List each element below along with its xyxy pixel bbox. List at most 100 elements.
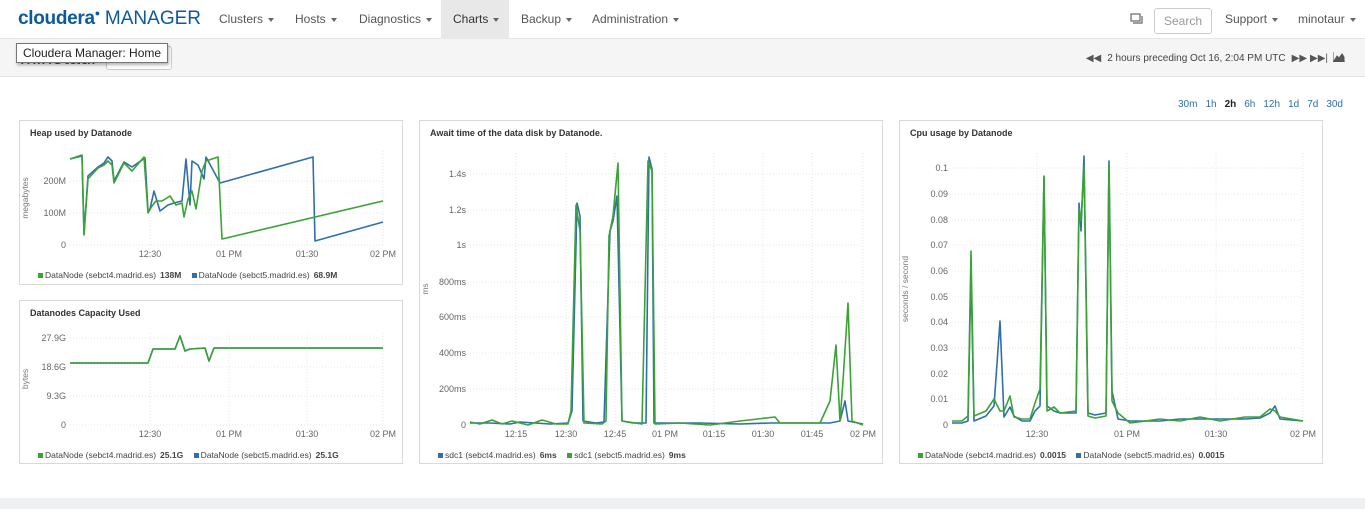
capacity-chart-title: Datanodes Capacity Used [30,308,141,318]
time-range-label[interactable]: 2 hours preceding Oct 16, 2:04 PM UTC [1107,53,1286,64]
await-chart: 1.4s 1.2s 1s 800ms 600ms 400ms 200ms 0 12:15 12:3… [420,153,876,439]
x-tick-label: 01:45 [801,429,824,439]
legend-value: 0.0015 [1040,450,1067,460]
chevron-down-icon [566,17,573,22]
legend-value: 0.0015 [1198,450,1225,460]
await-series-sebct4 [470,156,864,425]
legend-name: DataNode (sebct5.madrid.es) [1083,450,1195,460]
y-tick-label: 0 [61,420,66,430]
y-tick-label: 0.03 [930,343,948,353]
y-axis-label: ms [420,283,430,294]
capacity-chart-panel[interactable]: Datanodes Capacity Used 27.9G 18.6G 9.3G 0 1… [19,300,403,464]
chevron-down-icon [673,17,680,22]
logo-brand: cloudera [18,8,95,29]
legend-swatch [38,273,43,279]
fast-forward-icon[interactable]: ▶▶ [1291,53,1308,64]
legend-value: 138M [160,270,182,280]
cloudera-logo[interactable]: cloudera● MANAGER [18,8,201,30]
await-chart-title: Await time of the data disk by Datanode. [430,128,603,138]
area-chart-icon[interactable] [1332,52,1345,65]
await-chart-panel[interactable]: Await time of the data disk by Datanode.… [419,120,883,464]
y-tick-label: 100M [43,208,66,218]
legend-name: sdc1 (sebct4.madrid.es) [445,450,536,460]
nav-support[interactable]: Support [1213,0,1290,39]
legend-swatch [191,273,197,279]
x-tick-label: 12:45 [604,429,627,439]
y-tick-label: 400ms [439,348,467,358]
heap-series-sebct4 [69,154,384,240]
x-tick-label: 12:30 [1026,429,1049,439]
await-legend: sdc1 (sebct4.madrid.es) 6ms sdc1 (sebct5.… [438,450,694,460]
legend-swatch [918,453,923,459]
span-30d[interactable]: 30d [1326,99,1343,110]
x-tick-label: 12:30 [555,429,578,439]
y-tick-label: 0.01 [930,394,948,404]
x-tick-label: 02 PM [370,249,396,259]
x-tick-label: 12:30 [139,429,162,439]
y-tick-label: 0.1 [935,163,948,173]
y-tick-label: 0 [61,240,66,250]
nav-administration[interactable]: Administration [580,0,691,39]
nav-charts-label: Charts [453,12,489,26]
y-tick-label: 1s [456,240,466,250]
x-tick-label: 01:30 [752,429,775,439]
y-tick-label: 600ms [439,312,467,322]
heap-legend: DataNode (sebct4.madrid.es) 138M DataNode… [38,270,345,280]
span-2h[interactable]: 2h [1224,99,1237,110]
nav-backup[interactable]: Backup [509,0,584,39]
nav-diagnostics[interactable]: Diagnostics [347,0,444,39]
legend-value: 9ms [668,450,686,460]
legend-name: DataNode (sebct4.madrid.es) [45,450,157,460]
x-tick-label: 01:15 [703,429,726,439]
y-tick-label: 0.04 [930,317,948,327]
page-footer [0,498,1365,509]
logo-dot: ● [94,8,100,18]
nav-charts[interactable]: Charts [441,0,509,39]
running-commands-icon[interactable] [1130,12,1144,26]
cpu-chart: 0.1 0.09 0.08 0.07 0.06 0.05 0.04 0.03 0.02 0.01 0… [900,153,1316,439]
span-1h[interactable]: 1h [1205,99,1217,110]
y-axis-label: megabytes [20,177,30,219]
x-tick-label: 01 PM [652,429,678,439]
skip-to-end-icon[interactable]: ▶▶| [1310,53,1328,64]
y-tick-label: 0.09 [930,189,948,199]
legend-swatch [193,453,199,459]
span-1d[interactable]: 1d [1288,99,1300,110]
page-header-bar [0,39,1365,77]
nav-hosts[interactable]: Hosts [283,0,349,39]
span-6h[interactable]: 6h [1244,99,1256,110]
legend-swatch [438,453,443,459]
nav-hosts-label: Hosts [295,12,326,26]
y-tick-label: 0.07 [930,240,948,250]
span-7d[interactable]: 7d [1307,99,1319,110]
span-12h[interactable]: 12h [1263,99,1281,110]
x-tick-label: 01:30 [296,249,319,259]
chevron-down-icon [1272,17,1279,22]
nav-clusters[interactable]: Clusters [207,0,286,39]
nav-user[interactable]: minotaur [1286,0,1365,39]
legend-value: 6ms [539,450,557,460]
heap-chart-panel[interactable]: Heap used by Datanode 200M 100M 0 12:30 01 P… [19,120,403,285]
legend-name: sdc1 (sebct5.madrid.es) [574,450,665,460]
span-30m[interactable]: 30m [1178,99,1198,110]
y-tick-label: 1.4s [449,169,467,179]
search-input[interactable]: Search [1154,8,1212,34]
legend-value: 68.9M [313,270,338,280]
legend-value: 25.1G [315,450,339,460]
y-tick-label: 200ms [439,384,467,394]
cpu-legend: DataNode (sebct4.madrid.es) 0.0015 DataNo… [918,450,1232,460]
legend-name: DataNode (sebct4.madrid.es) [45,270,157,280]
nav-clusters-label: Clusters [219,12,264,26]
time-range-control: ◀◀ 2 hours preceding Oct 16, 2:04 PM UTC… [1086,52,1345,65]
heap-series-sebct5 [69,155,384,242]
legend-name: DataNode (sebct4.madrid.es) [925,450,1037,460]
rewind-icon[interactable]: ◀◀ [1085,53,1102,64]
capacity-legend: DataNode (sebct4.madrid.es) 25.1G DataNod… [38,450,347,460]
chevron-down-icon [268,17,275,22]
y-axis-label: bytes [20,369,30,389]
home-tooltip: Cloudera Manager: Home [16,43,169,63]
capacity-chart: 27.9G 18.6G 9.3G 0 12:30 01 PM 01:30 02 PM bytes [20,333,396,439]
y-tick-label: 200M [43,176,66,186]
x-tick-label: 01 PM [216,249,242,259]
cpu-chart-panel[interactable]: Cpu usage by Datanode 0.1 0.09 0.08 0.07 0.0… [899,120,1323,464]
